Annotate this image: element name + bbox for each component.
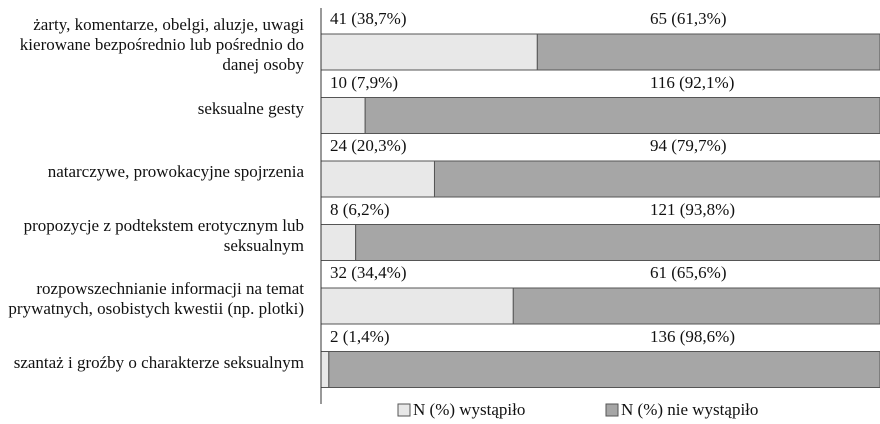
bar-segment — [512, 287, 880, 325]
category-label: seksualne gesty — [197, 98, 304, 118]
bar-segment — [320, 351, 330, 388]
value-label: 116 (92,1%) — [650, 72, 735, 92]
bar-segment — [320, 287, 514, 325]
bar-segment — [364, 97, 880, 134]
bar-segment — [320, 160, 435, 198]
bar-segment — [355, 224, 880, 261]
value-label: 61 (65,6%) — [650, 263, 727, 282]
value-label: 32 (34,4%) — [330, 263, 407, 282]
value-label: 136 (98,6%) — [650, 326, 735, 346]
value-label: 10 (7,9%) — [330, 72, 398, 92]
legend-label: N (%) nie wystąpiło — [621, 400, 759, 419]
category-label: szantaż i groźby o charakterze seksualny… — [13, 352, 304, 372]
category-label: rozpowszechnianie informacji na temat pr… — [8, 279, 304, 318]
legend-label: N (%) wystąpiło — [413, 400, 526, 419]
bar-segment — [433, 160, 880, 198]
value-label: 94 (79,7%) — [650, 136, 727, 155]
category-label: propozycje z podtekstem erotycznym lub s… — [23, 215, 304, 255]
category-label: żarty, komentarze, obelgi, aluzje, uwagi… — [19, 15, 304, 74]
value-label: 41 (38,7%) — [330, 9, 407, 28]
value-label: 2 (1,4%) — [330, 326, 390, 346]
legend-swatch — [605, 403, 619, 417]
bar-segment — [536, 33, 880, 71]
bar-segment — [320, 97, 366, 134]
bar-segment — [328, 351, 880, 388]
category-label: natarczywe, prowokacyjne spojrzenia — [47, 162, 304, 181]
value-label: 8 (6,2%) — [330, 199, 390, 219]
value-label: 65 (61,3%) — [650, 9, 727, 28]
value-label: 121 (93,8%) — [650, 199, 735, 219]
bar-segment — [320, 33, 538, 71]
legend-swatch — [397, 403, 411, 417]
bar-segment — [320, 224, 357, 261]
value-label: 24 (20,3%) — [330, 136, 407, 155]
